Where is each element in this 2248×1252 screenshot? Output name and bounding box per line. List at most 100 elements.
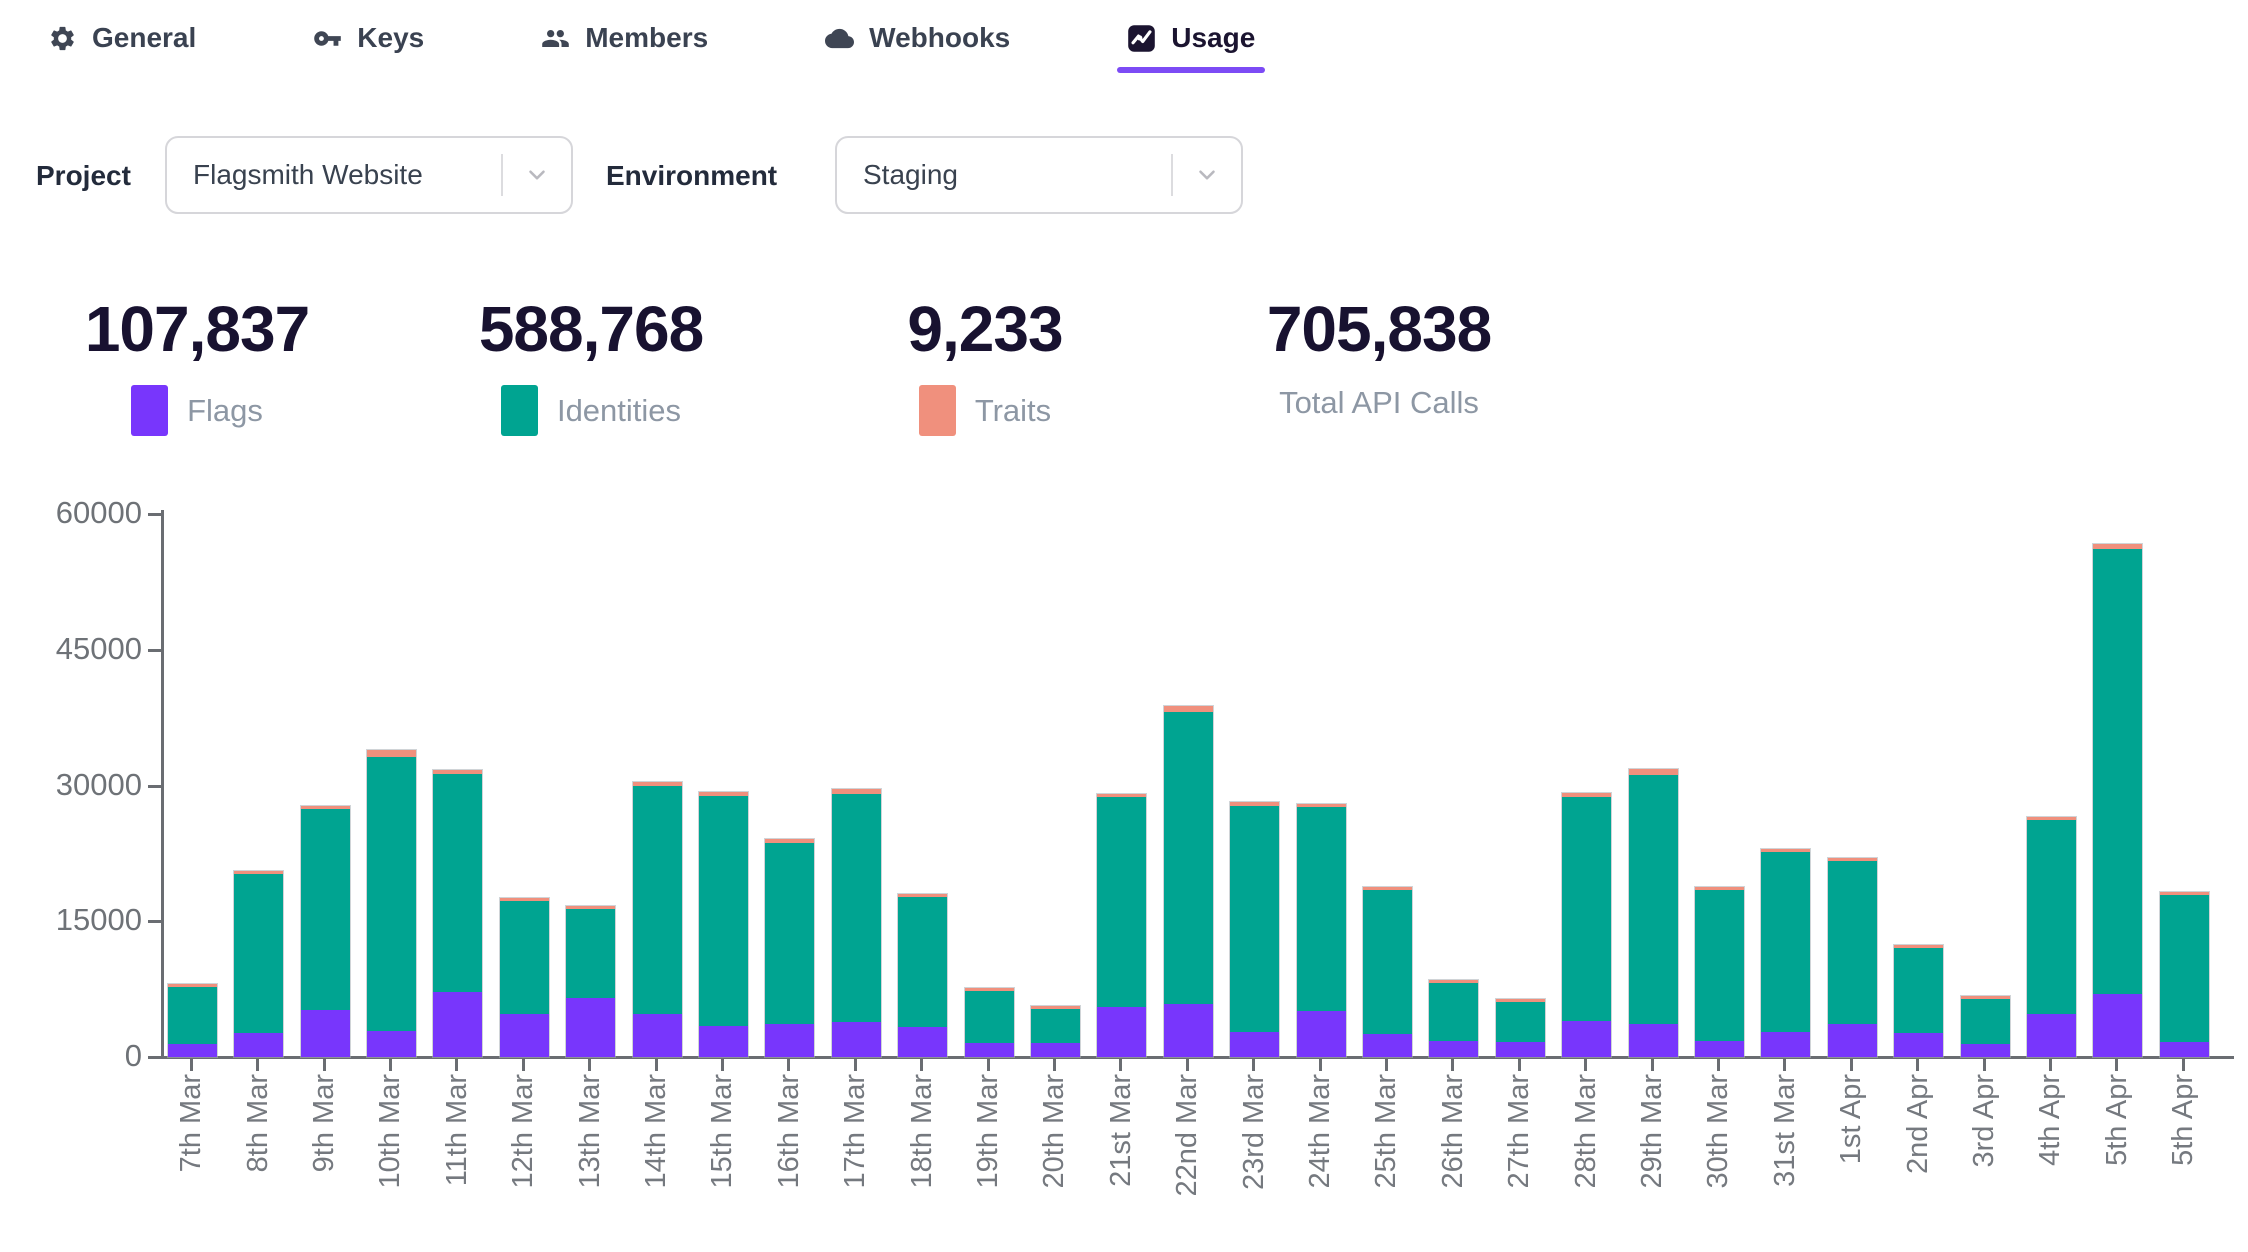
flags-legend-swatch — [131, 385, 169, 437]
bar-16th-mar[interactable] — [764, 837, 816, 1058]
x-axis-tick-label: 5th Apr — [2100, 1074, 2133, 1166]
bar-27th-mar[interactable] — [1494, 997, 1546, 1058]
tab-usage-label: Usage — [1171, 22, 1256, 53]
flags-segment — [1230, 1031, 1280, 1057]
flags-segment — [433, 991, 483, 1057]
identities-segment — [499, 900, 549, 1014]
flags-segment — [1694, 1040, 1744, 1057]
bar-5th-apr[interactable] — [2092, 543, 2144, 1058]
bar-24th-mar[interactable] — [1295, 802, 1347, 1058]
stat-flags: 107,837 Flags — [0, 295, 394, 441]
y-axis-tick — [148, 648, 162, 652]
flags-legend-label: Flags — [187, 392, 263, 428]
bar-18th-mar[interactable] — [897, 893, 949, 1058]
x-axis-tick-label: 30th Mar — [1702, 1074, 1735, 1189]
traits-total: 9,233 — [907, 293, 1063, 365]
x-axis-tick — [1185, 1058, 1189, 1071]
bar-13th-mar[interactable] — [565, 905, 617, 1058]
flags-segment — [898, 1027, 948, 1057]
x-axis-tick-label: 25th Mar — [1370, 1074, 1403, 1189]
tab-members[interactable]: Members — [541, 22, 708, 54]
bar-17th-mar[interactable] — [830, 788, 882, 1058]
y-axis-tick — [148, 920, 162, 924]
total-api-calls-label: Total API Calls — [1279, 385, 1479, 421]
bar-11th-mar[interactable] — [432, 769, 484, 1058]
traits-segment — [1362, 887, 1412, 891]
flags-segment — [765, 1024, 815, 1057]
traits-segment — [898, 894, 948, 898]
x-axis-tick — [322, 1058, 326, 1071]
stat-total-api-calls: 705,838 Total API Calls — [1182, 295, 1576, 441]
bar-2nd-apr[interactable] — [1893, 944, 1945, 1058]
bar-25th-mar[interactable] — [1361, 886, 1413, 1058]
x-axis-tick — [1650, 1058, 1654, 1071]
traits-segment — [300, 805, 350, 809]
traits-segment — [1163, 705, 1213, 713]
bar-8th-mar[interactable] — [233, 870, 285, 1058]
identities-segment — [2026, 819, 2076, 1014]
stat-identities: 588,768 Identities — [394, 295, 788, 441]
flags-segment — [1097, 1007, 1147, 1057]
bar-21st-mar[interactable] — [1096, 792, 1148, 1058]
bar-14th-mar[interactable] — [631, 780, 683, 1058]
identities-segment — [1562, 797, 1612, 1021]
x-axis-tick — [1849, 1058, 1853, 1071]
tab-webhooks[interactable]: Webhooks — [825, 22, 1010, 54]
x-axis-tick-label: 28th Mar — [1569, 1074, 1602, 1189]
flags-segment — [1429, 1040, 1479, 1057]
x-axis-tick — [1119, 1058, 1123, 1071]
chart-icon — [1128, 24, 1156, 52]
bar-12th-mar[interactable] — [498, 896, 550, 1058]
bar-5th-apr[interactable] — [2158, 891, 2210, 1058]
flags-segment — [1562, 1020, 1612, 1057]
x-axis-tick — [1982, 1058, 1986, 1071]
traits-segment — [2026, 816, 2076, 820]
identities-segment — [1230, 806, 1280, 1032]
bar-15th-mar[interactable] — [697, 790, 749, 1058]
environment-select-value: Staging — [863, 159, 958, 190]
bar-3rd-apr[interactable] — [1959, 994, 2011, 1058]
gear-icon — [51, 26, 74, 50]
identities-segment — [698, 795, 748, 1027]
stat-traits: 9,233 Traits — [788, 293, 1182, 441]
y-axis-tick — [148, 513, 162, 516]
bar-10th-mar[interactable] — [365, 749, 417, 1058]
key-icon — [314, 30, 342, 46]
bar-30th-mar[interactable] — [1693, 885, 1745, 1058]
bar-7th-mar[interactable] — [166, 983, 218, 1058]
bar-23rd-mar[interactable] — [1229, 800, 1281, 1058]
y-axis-tick-label: 45000 — [55, 630, 142, 666]
x-axis-tick-label: 17th Mar — [839, 1074, 872, 1189]
tab-keys[interactable]: Keys — [313, 22, 424, 54]
x-axis-tick-label: 24th Mar — [1304, 1074, 1336, 1189]
bar-22nd-mar[interactable] — [1162, 704, 1214, 1058]
bar-20th-mar[interactable] — [1029, 1005, 1081, 1058]
x-axis-tick-label: 29th Mar — [1636, 1074, 1668, 1189]
tab-usage[interactable]: Usage — [1117, 22, 1266, 73]
bar-19th-mar[interactable] — [963, 986, 1015, 1058]
tab-keys-label: Keys — [357, 22, 425, 53]
y-axis-tick — [148, 1056, 162, 1059]
x-axis-tick-label: 15th Mar — [706, 1074, 739, 1189]
y-axis-tick-label: 15000 — [55, 902, 142, 938]
identities-segment — [1495, 1001, 1545, 1042]
bar-26th-mar[interactable] — [1428, 979, 1480, 1058]
x-axis-tick — [1716, 1058, 1720, 1071]
bar-29th-mar[interactable] — [1627, 768, 1679, 1058]
traits-segment — [1628, 769, 1678, 776]
identities-segment — [1163, 712, 1213, 1004]
traits-segment — [1894, 945, 1944, 949]
traits-segment — [499, 897, 549, 901]
bar-28th-mar[interactable] — [1561, 791, 1613, 1058]
bar-31st-mar[interactable] — [1760, 848, 1812, 1058]
identities-segment — [1894, 948, 1944, 1033]
flags-segment — [300, 1009, 350, 1057]
bar-4th-apr[interactable] — [2025, 815, 2077, 1058]
traits-segment — [167, 984, 217, 988]
environment-select[interactable]: Staging — [835, 136, 1243, 214]
flags-segment — [964, 1042, 1014, 1057]
bar-9th-mar[interactable] — [299, 804, 351, 1058]
bar-1st-apr[interactable] — [1826, 856, 1878, 1058]
tab-general[interactable]: General — [48, 22, 196, 54]
project-select[interactable]: Flagsmith Website — [165, 136, 573, 214]
